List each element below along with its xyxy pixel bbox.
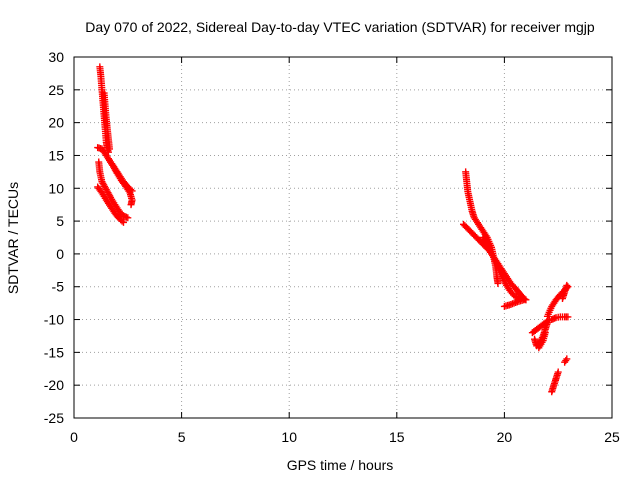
x-tick-label-5: 25 (604, 429, 620, 445)
series-arc-3h (561, 355, 571, 366)
data-point-11-5-0 (543, 319, 551, 327)
x-tick-label-2: 10 (281, 429, 297, 445)
y-tick-label-11: 30 (48, 49, 64, 65)
chart-title: Day 070 of 2022, Sidereal Day-to-day VTE… (85, 19, 595, 35)
series-arc-3d (548, 313, 572, 324)
data-point-6-13-0 (494, 279, 502, 287)
x-tick-label-3: 15 (389, 429, 405, 445)
data-point-15-2-0 (563, 281, 571, 289)
series-arc-3c (535, 329, 549, 352)
series-arc-3f (559, 281, 571, 303)
y-tick-label-5: 0 (56, 246, 64, 262)
y-tick-label-1: -20 (44, 377, 64, 393)
data-point-1-5-0 (106, 145, 114, 153)
x-tick-label-0: 0 (70, 429, 78, 445)
series-arc-1f (94, 183, 127, 226)
y-tick-label-0: -25 (44, 410, 64, 426)
y-tick-label-7: 10 (48, 180, 64, 196)
y-axis-label: SDTVAR / TECUs (5, 182, 21, 294)
x-tick-label-4: 20 (497, 429, 513, 445)
y-tick-label-4: -5 (52, 279, 65, 295)
data-point-4-8-0 (124, 214, 132, 222)
y-tick-label-8: 15 (48, 147, 64, 163)
series-arc-3g (548, 368, 562, 396)
y-tick-label-6: 5 (56, 213, 64, 229)
data-point-13-4-0 (564, 313, 572, 321)
series-arc-1b (100, 89, 114, 153)
x-axis-label: GPS time / hours (287, 457, 394, 473)
data-point-12-2-0 (541, 329, 549, 337)
data-point-9-3-0 (520, 296, 528, 304)
series-arc-1d (104, 155, 136, 209)
data-point-5-5-2 (118, 217, 126, 225)
y-tick-label-9: 20 (48, 115, 64, 131)
series-arc-2c (479, 234, 523, 303)
points-layer (94, 63, 572, 396)
data-point-3-7-0 (127, 201, 135, 209)
data-point-5-6-0 (119, 218, 127, 226)
y-tick-label-3: -10 (44, 312, 64, 328)
grid-layer (74, 57, 612, 418)
y-tick-label-10: 25 (48, 82, 64, 98)
series-arc-2d (500, 296, 528, 310)
plot-border (73, 56, 613, 419)
y-tick-label-2: -15 (44, 344, 64, 360)
data-point-16-3-0 (554, 368, 562, 376)
x-tick-label-1: 5 (178, 429, 186, 445)
data-point-17-1-0 (563, 355, 571, 363)
axes-layer: 0 5 10 15 20 25 -25 -20 -15 -10 -5 0 5 10 15 20 25 30 (44, 49, 620, 445)
